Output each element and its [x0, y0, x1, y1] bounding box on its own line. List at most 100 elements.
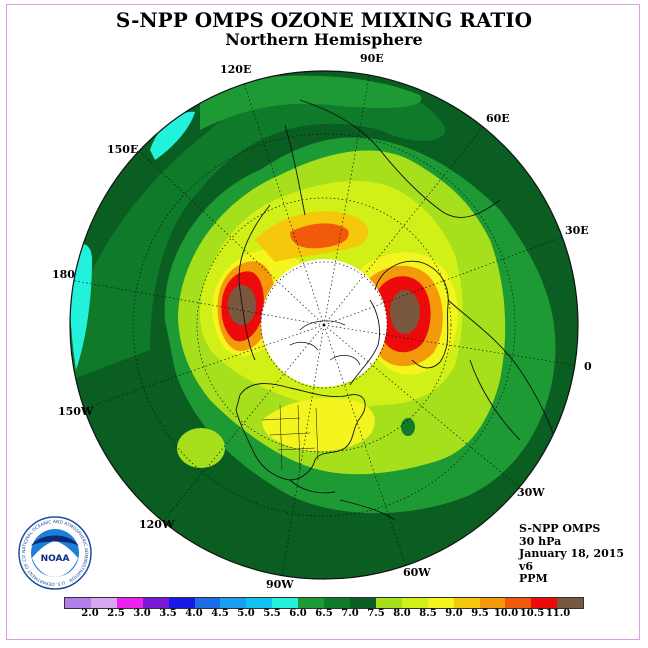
info-units: PPM — [519, 572, 548, 585]
meridian-60e — [323, 121, 488, 326]
latitude-circle-30 — [132, 133, 516, 517]
lon-label-0: 0 — [584, 360, 592, 373]
field-green-atlantic — [401, 418, 415, 436]
colorbar-tick-label: 10.5 — [519, 608, 545, 619]
field-max-east — [390, 290, 420, 334]
colorbar-swatch — [453, 598, 480, 608]
lon-label-30w: 30W — [517, 486, 545, 499]
colorbar-tick-label: 5.0 — [237, 608, 255, 619]
latitude-circle-70 — [260, 261, 388, 389]
coast-siberia-alaska — [238, 204, 271, 361]
colorbar-swatch — [324, 598, 350, 608]
meridian-30w — [323, 324, 521, 489]
chart-subtitle: Northern Hemisphere — [225, 30, 423, 49]
chart-title: S-NPP OMPS OZONE MIXING RATIO — [115, 8, 533, 32]
colorbar-swatch — [65, 598, 91, 608]
us-state-lines — [261, 404, 319, 471]
colorbar-swatch — [168, 598, 195, 608]
colorbar-swatch — [116, 598, 143, 608]
colorbar-swatch — [479, 598, 506, 608]
lon-label-180: 180 — [52, 268, 75, 281]
colorbar-swatch — [220, 598, 247, 608]
colorbar-swatch — [272, 598, 299, 608]
latitude-circle-50 — [196, 197, 452, 453]
colorbar-swatch — [142, 598, 169, 608]
colorbar-tick-label: 5.5 — [263, 608, 281, 619]
figure-frame — [6, 4, 640, 640]
coastlines — [235, 99, 561, 521]
coast-africa — [447, 299, 561, 461]
colorbar-tick-label: 10.0 — [493, 608, 519, 619]
colorbar-tick-label: 2.5 — [107, 608, 125, 619]
info-instrument: S-NPP OMPS — [519, 522, 601, 535]
graticule — [70, 71, 578, 579]
colorbar-tick-label: 3.0 — [133, 608, 151, 619]
lon-label-150e: 150E — [107, 143, 139, 156]
logo-noaa-text: NOAA — [41, 554, 70, 564]
lon-label-120w: 120W — [139, 518, 175, 531]
field-yellow-south — [262, 398, 375, 452]
colorbar-tick-label: 9.5 — [471, 608, 489, 619]
field-mid-green-arc — [70, 80, 446, 380]
info-date: January 18, 2015 — [519, 547, 625, 560]
colorbar-tick-label: 9.0 — [445, 608, 463, 619]
colorbar-swatch — [90, 598, 117, 608]
logo-bird-shape — [32, 540, 78, 577]
coast-central-america — [289, 479, 396, 521]
colorbar-tick-label: 2.0 — [81, 608, 99, 619]
meridian-120w — [159, 324, 325, 526]
lon-label-30e: 30E — [565, 224, 589, 237]
lon-label-60w: 60W — [403, 566, 431, 579]
meridian-150e — [137, 149, 325, 326]
polar-night-region — [261, 259, 387, 387]
field-redorange-north — [290, 223, 349, 249]
lon-label-90w: 90W — [266, 578, 294, 591]
meridian-120e — [242, 79, 325, 326]
colorbar-tick-label: 3.5 — [159, 608, 177, 619]
meridian-0 — [323, 324, 578, 367]
info-level: 30 hPa — [519, 534, 562, 548]
colorbar-tick-label: 8.5 — [419, 608, 437, 619]
coast-greenland — [349, 299, 381, 386]
colorbar-tick-label: 6.5 — [315, 608, 333, 619]
colorbar-swatch — [427, 598, 454, 608]
meridian-90e — [323, 71, 371, 326]
meridian-30e — [323, 234, 569, 326]
colorbar-swatch — [557, 598, 584, 608]
lon-label-60e: 60E — [486, 112, 510, 125]
colorbar — [64, 597, 584, 609]
colorbar-swatch — [531, 598, 558, 608]
info-block: S-NPP OMPS 30 hPa January 18, 2015 v6 PP… — [519, 522, 625, 586]
colorbar-swatch — [349, 598, 376, 608]
field-cyan-150e — [150, 111, 195, 160]
coast-europe — [374, 260, 449, 369]
coast-north-america — [235, 383, 366, 481]
lon-label-90e: 90E — [360, 52, 384, 65]
colorbar-swatch — [298, 598, 325, 608]
field-green-north — [200, 75, 422, 130]
colorbar-swatch — [505, 598, 532, 608]
colorbar-tick-label: 7.0 — [341, 608, 359, 619]
colorbar-tick-label: 4.0 — [185, 608, 203, 619]
colorbar-ticks: 2.0 2.5 3.0 3.5 4.0 4.5 5.0 5.5 6.0 6.5 7.0 7.5 8.0 8… — [64, 608, 584, 622]
lon-label-120e: 120E — [220, 63, 252, 76]
colorbar-swatch — [246, 598, 273, 608]
logo-dark-wing — [31, 535, 79, 546]
colorbar-tick-label: 7.5 — [367, 608, 385, 619]
meridian-60w — [323, 324, 409, 573]
coast-asia — [284, 99, 501, 218]
colorbar-swatch — [194, 598, 221, 608]
colorbar-swatch — [401, 598, 428, 608]
field-lime-pacific — [177, 428, 225, 468]
info-version: v6 — [519, 559, 534, 573]
colorbar-swatch — [375, 598, 402, 608]
meridian-90w — [281, 324, 325, 579]
colorbar-tick-label: 6.0 — [289, 608, 307, 619]
coast-arctic-islands — [289, 320, 361, 366]
colorbar-tick-label: 11.0 — [545, 608, 571, 619]
meridian-150w — [79, 324, 325, 411]
lon-label-150w: 150W — [58, 405, 94, 418]
meridian-180 — [70, 279, 325, 326]
noaa-logo: NATIONAL OCEANIC AND ATMOSPHERIC ADMINIS… — [18, 516, 92, 590]
